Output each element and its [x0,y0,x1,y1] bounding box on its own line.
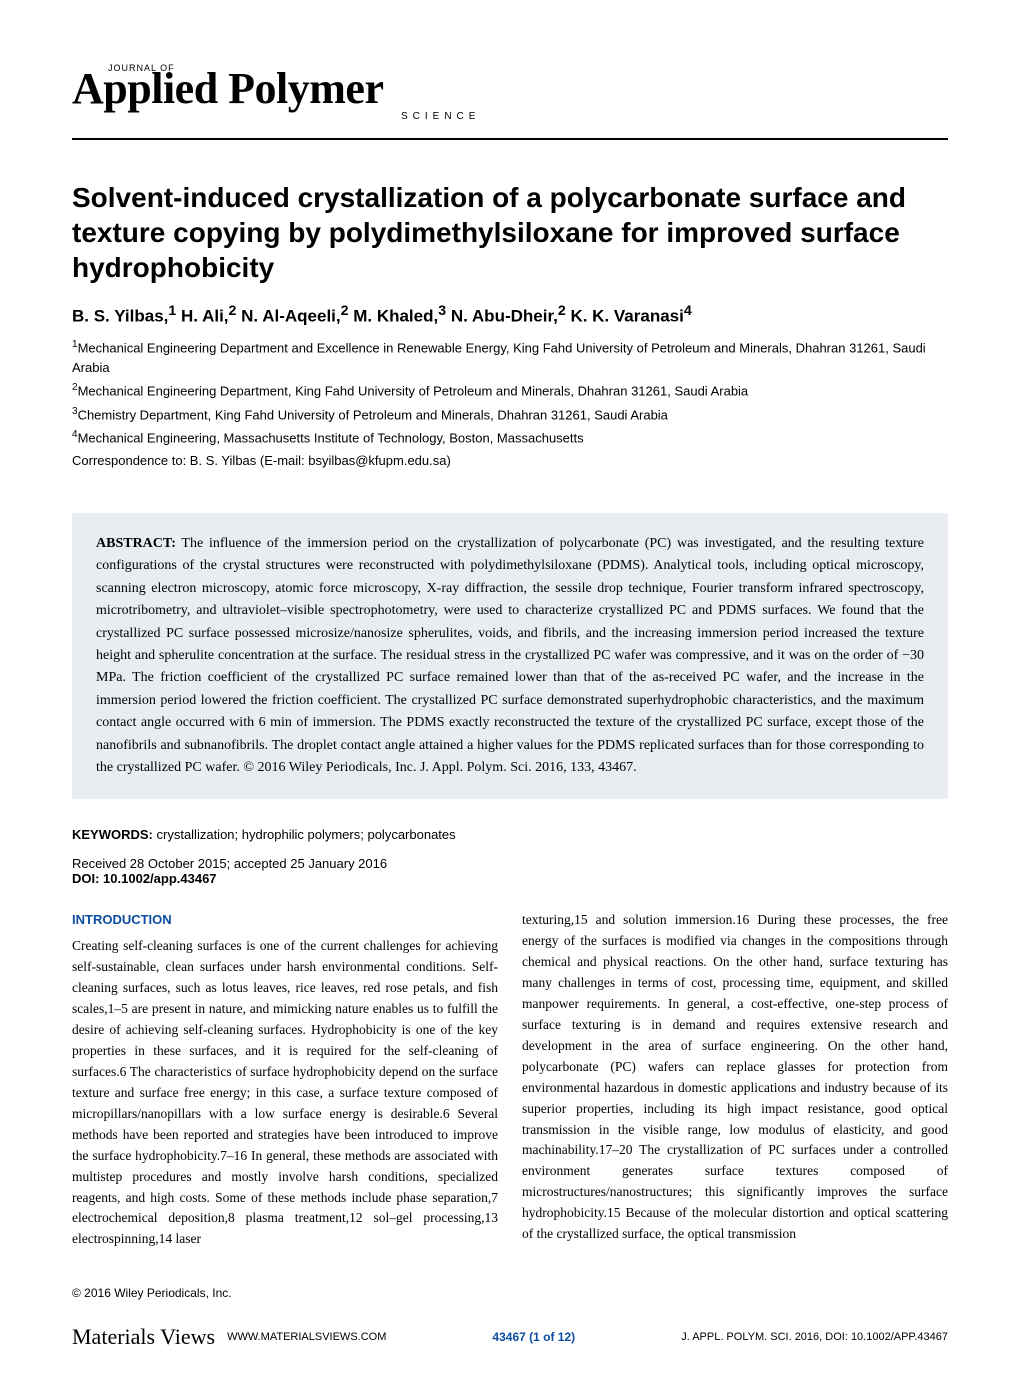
section-heading-intro: INTRODUCTION [72,910,498,930]
abstract-body: The influence of the immersion period on… [96,536,924,775]
received-date: Received 28 October 2015; accepted 25 Ja… [72,856,948,871]
affiliations: 1Mechanical Engineering Department and E… [72,337,948,471]
column-right: texturing,15 and solution immersion.16 D… [522,910,948,1250]
keywords: KEYWORDS: crystallization; hydrophilic p… [72,827,948,842]
journal-pretext-label: JOURNAL OF [108,63,175,73]
body-columns: INTRODUCTION Creating self-cleaning surf… [72,910,948,1250]
affiliation-4: 4Mechanical Engineering, Massachusetts I… [72,427,948,448]
abstract-label: ABSTRACT: [96,536,176,551]
affiliation-2: 2Mechanical Engineering Department, King… [72,380,948,401]
journal-subtext: SCIENCE [401,111,480,122]
header-rule [72,138,948,140]
intro-paragraph-left: Creating self-cleaning surfaces is one o… [72,936,498,1250]
column-left: INTRODUCTION Creating self-cleaning surf… [72,910,498,1250]
footer-left: Materials Views WWW.MATERIALSVIEWS.COM [72,1328,386,1346]
copyright: © 2016 Wiley Periodicals, Inc. [72,1286,948,1300]
article-title: Solvent-induced crystallization of a pol… [72,180,948,285]
affiliation-3: 3Chemistry Department, King Fahd Univers… [72,404,948,425]
footer-page-number: 43467 (1 of 12) [492,1330,575,1344]
journal-header: JOURNAL OF Applied Polymer SCIENCE [72,48,948,130]
doi: DOI: 10.1002/app.43467 [72,871,948,886]
abstract-block: ABSTRACT: The influence of the immersion… [72,513,948,799]
materials-views-logo: Materials Views [72,1328,215,1346]
correspondence: Correspondence to: B. S. Yilbas (E-mail:… [72,451,948,471]
keywords-text: crystallization; hydrophilic polymers; p… [153,827,456,842]
affiliation-1: 1Mechanical Engineering Department and E… [72,337,948,379]
footer-citation: J. APPL. POLYM. SCI. 2016, DOI: 10.1002/… [681,1331,948,1343]
keywords-label: KEYWORDS: [72,827,153,842]
footer: Materials Views WWW.MATERIALSVIEWS.COM 4… [72,1328,948,1346]
journal-name: Applied Polymer [72,66,948,112]
intro-paragraph-right: texturing,15 and solution immersion.16 D… [522,910,948,1245]
authors: B. S. Yilbas,1 H. Ali,2 N. Al-Aqeeli,2 M… [72,303,948,327]
footer-site: WWW.MATERIALSVIEWS.COM [227,1331,386,1343]
abstract-text: ABSTRACT: The influence of the immersion… [96,533,924,779]
